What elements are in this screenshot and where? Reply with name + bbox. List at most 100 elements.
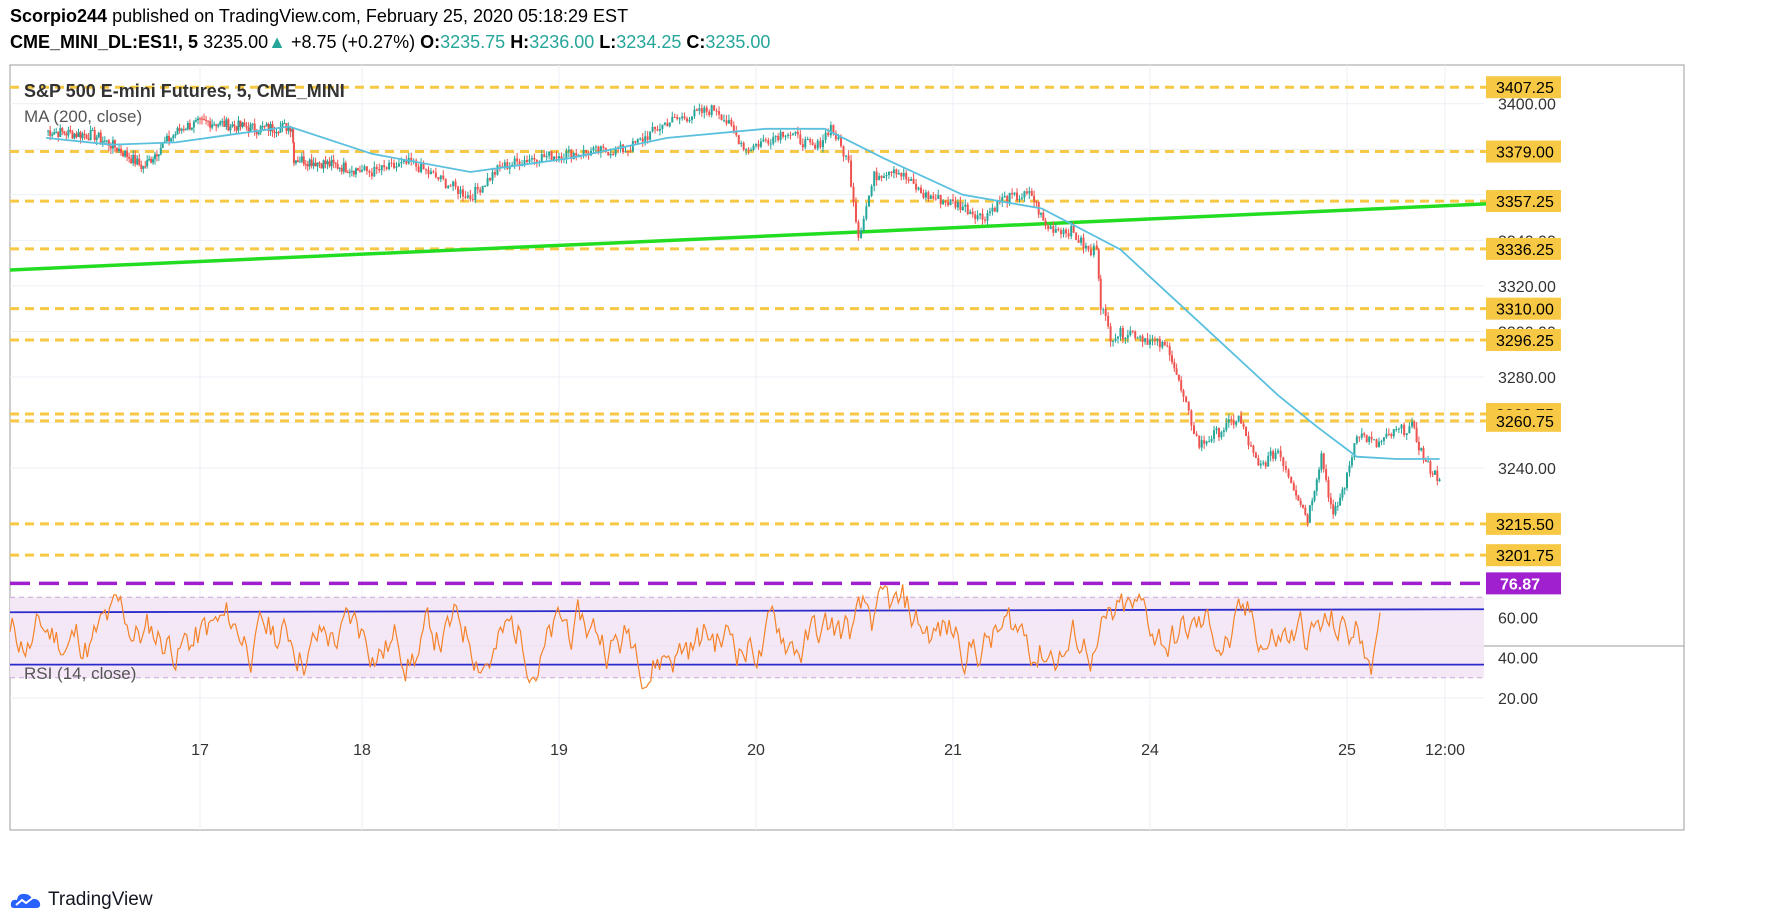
candle-body (334, 162, 337, 164)
candle-body (839, 136, 842, 147)
candle-body (168, 135, 171, 142)
candle-body (592, 147, 595, 151)
candle-body (124, 150, 127, 157)
candle-body (718, 111, 721, 115)
candle-body (437, 177, 440, 180)
candle-body (400, 161, 403, 164)
candle-body (730, 119, 733, 126)
candle-body (939, 194, 942, 205)
y-tick-label: 3320.00 (1498, 279, 1556, 296)
candle-body (801, 143, 804, 148)
candle-body (326, 161, 329, 165)
candle-body (243, 122, 246, 127)
candle-body (255, 131, 258, 135)
candle-body (439, 175, 442, 180)
candle-body (1433, 470, 1436, 475)
open-label: O: (420, 32, 441, 52)
candle-body (138, 158, 141, 165)
candle-body (560, 156, 563, 160)
candle-body (937, 194, 940, 199)
candle-body (720, 114, 723, 121)
candle-body (819, 140, 822, 148)
candle-body (1163, 341, 1166, 346)
high-value: 3236.00 (529, 32, 595, 52)
candle-body (1213, 430, 1216, 439)
candle-body (1161, 341, 1164, 348)
candle-body (1299, 500, 1302, 505)
candle-body (310, 159, 313, 167)
candle-body (87, 138, 90, 141)
candle-body (735, 130, 738, 136)
candle-body (275, 132, 278, 134)
trendline (9, 202, 1487, 272)
candle-body (1200, 440, 1203, 448)
candle-body (103, 140, 106, 142)
chart-frame (9, 64, 1685, 831)
candle-body (622, 144, 625, 153)
x-tick-label: 25 (1338, 742, 1356, 759)
candle-body (1365, 435, 1368, 442)
candle-body (656, 129, 659, 131)
candle-body (1141, 336, 1144, 342)
close-value: 3235.00 (705, 32, 771, 52)
candle-body (247, 127, 250, 132)
candle-body (1168, 346, 1171, 356)
candle-body (159, 147, 162, 155)
candle-body (1057, 229, 1060, 231)
candle-body (251, 123, 254, 125)
candle-body (130, 158, 133, 164)
candle-body (1225, 422, 1228, 431)
candle-body (545, 155, 548, 158)
candle-body (105, 140, 108, 142)
candle-body (1112, 340, 1115, 342)
candle-body (1232, 420, 1235, 425)
candle-body (629, 151, 632, 153)
author-name[interactable]: Scorpio244 (10, 6, 108, 26)
candle-body (742, 142, 745, 150)
candle-body (1235, 421, 1238, 425)
candle-body (594, 146, 597, 148)
candle-body (850, 160, 853, 187)
candle-body (1146, 338, 1149, 345)
candle-body (636, 139, 639, 143)
candle-body (277, 132, 280, 134)
candle-body (308, 159, 311, 167)
candle-body (750, 149, 753, 151)
candle-body (425, 169, 428, 171)
x-tick-label: 17 (191, 742, 209, 759)
candle-body (192, 121, 195, 128)
tradingview-logo[interactable]: TradingView (10, 888, 153, 912)
candle-body (1190, 410, 1193, 426)
y-tick-label: 3400.00 (1498, 97, 1556, 114)
candle-body (217, 124, 220, 127)
candle-body (1070, 225, 1073, 237)
candle-body (1222, 430, 1225, 433)
candle-body (631, 141, 634, 152)
candle-body (91, 130, 94, 132)
candle-body (491, 172, 494, 181)
candle-body (132, 155, 135, 164)
candle-body (1368, 436, 1371, 442)
candle-body (348, 171, 351, 173)
chart-title: S&P 500 E-mini Futures, 5, CME_MINI (24, 81, 345, 101)
candle-body (518, 161, 521, 167)
candle-body (61, 128, 64, 132)
candle-body (322, 160, 325, 169)
candle-body (263, 126, 266, 128)
candle-body (215, 124, 218, 127)
candle-body (865, 206, 868, 219)
candle-body (626, 151, 629, 153)
publish-header: Scorpio244 published on TradingView.com,… (10, 6, 628, 27)
candle-body (676, 117, 679, 119)
candle-body (971, 211, 974, 215)
candle-body (1072, 225, 1075, 233)
candle-body (196, 118, 199, 121)
candle-body (740, 142, 743, 145)
candle-body (1039, 212, 1042, 215)
candle-body (927, 192, 930, 200)
candle-body (1080, 237, 1083, 243)
candle-body (378, 169, 381, 171)
candle-body (1011, 192, 1014, 195)
candle-body (710, 105, 713, 116)
